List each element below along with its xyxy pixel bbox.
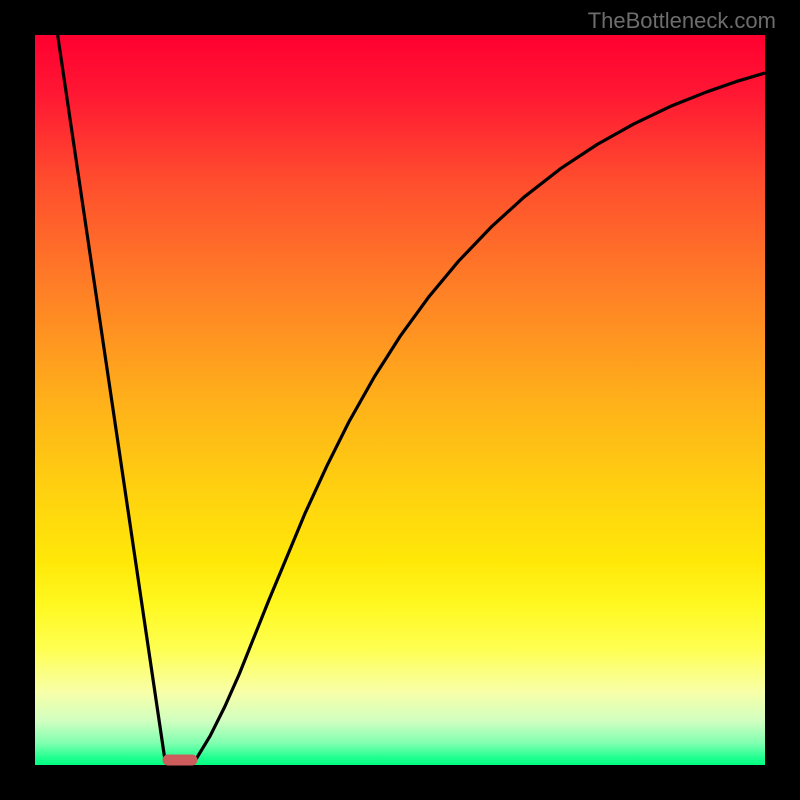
chart-curve (35, 35, 765, 765)
watermark-text: TheBottleneck.com (588, 8, 776, 34)
chart-container (35, 35, 765, 765)
bottleneck-marker (163, 754, 198, 765)
